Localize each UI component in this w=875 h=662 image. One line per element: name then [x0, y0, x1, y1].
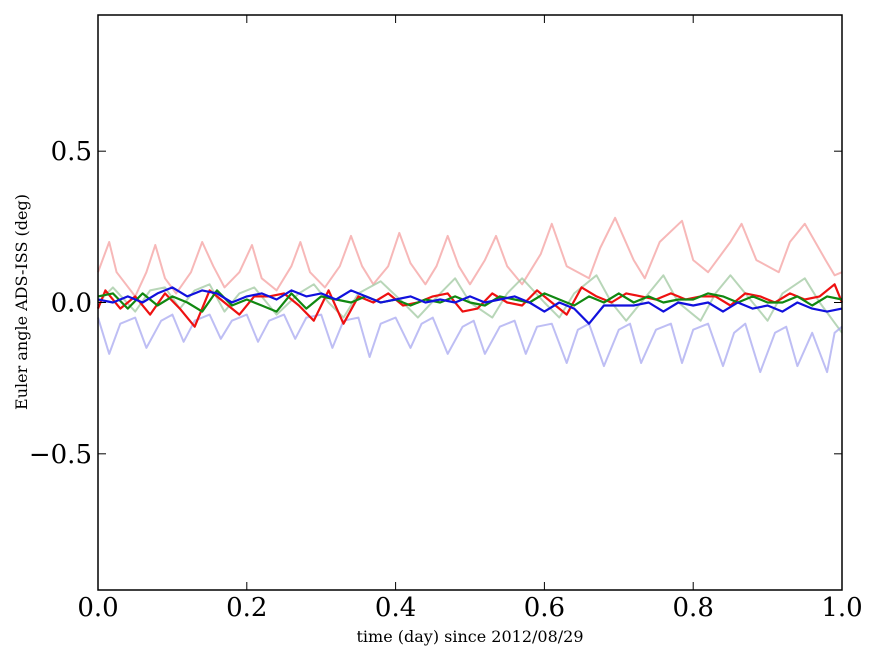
x-tick-label: 0.4 — [375, 593, 416, 623]
y-tick-label: −0.5 — [29, 440, 92, 470]
x-tick-label: 0.0 — [77, 593, 118, 623]
y-axis-label: Euler angle ADS-ISS (deg) — [12, 194, 31, 410]
series-layer — [96, 216, 844, 374]
tick-layer: 0.0 0.2 0.4 0.6 0.8 1.0 −0.5 0.0 0.5 — [29, 15, 863, 623]
x-tick-label: 0.8 — [673, 593, 714, 623]
series-line-2 — [97, 274, 843, 334]
series-line-4 — [96, 283, 844, 328]
x-tick-label: 0.2 — [226, 593, 267, 623]
y-tick-label: 0.5 — [51, 137, 92, 167]
y-tick-label: 0.0 — [51, 289, 92, 319]
series-line-3 — [97, 313, 843, 374]
x-tick-label: 0.6 — [524, 593, 565, 623]
x-axis-label: time (day) since 2012/08/29 — [356, 627, 583, 646]
series-line-6 — [97, 286, 843, 325]
x-tick-label: 1.0 — [821, 593, 862, 623]
series-line-1 — [97, 216, 843, 298]
